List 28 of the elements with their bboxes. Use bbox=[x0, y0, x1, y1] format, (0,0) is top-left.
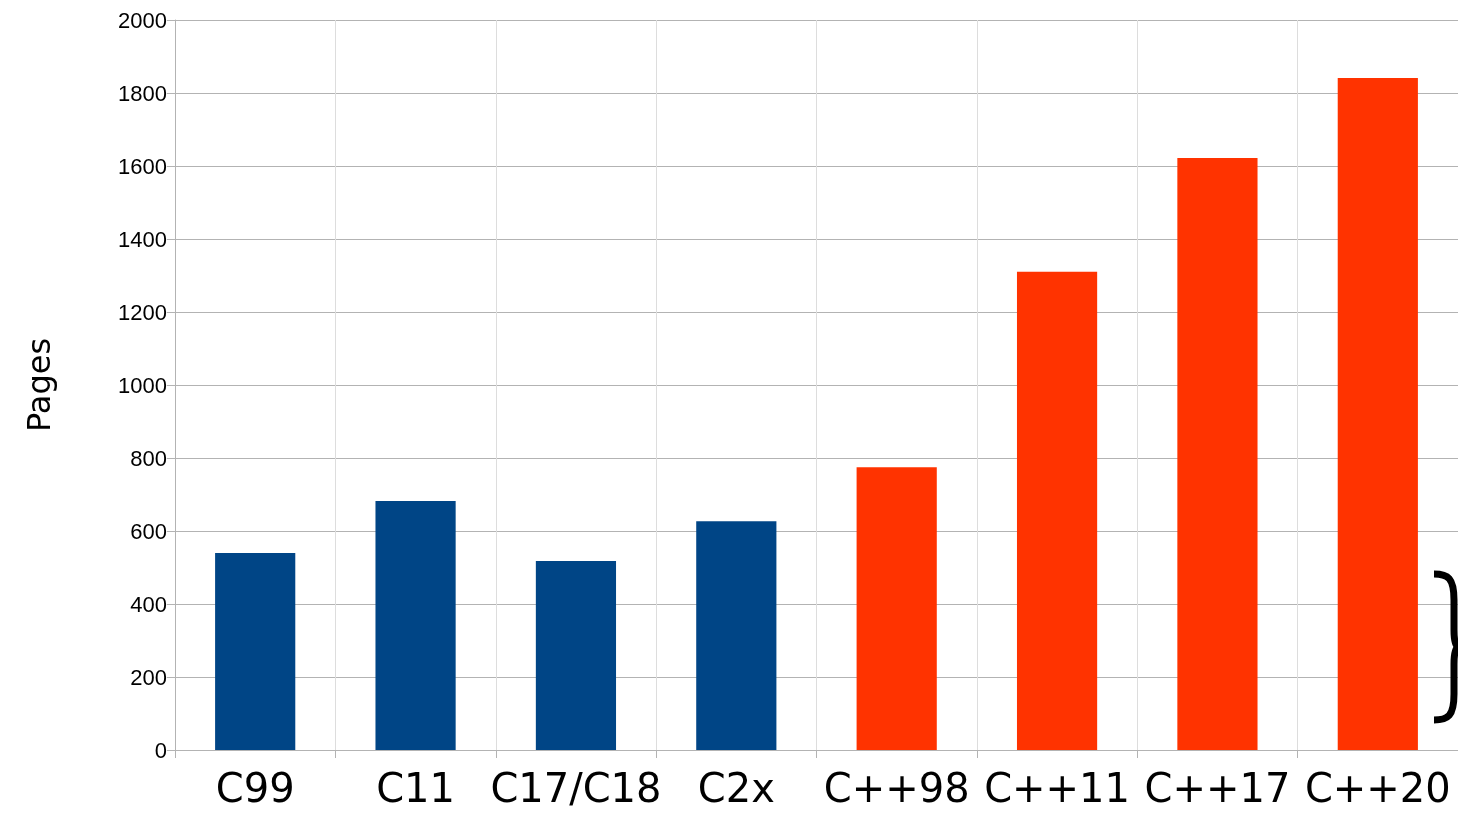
y-tick-label: 2000 bbox=[118, 7, 167, 33]
y-axis-title: Pages bbox=[20, 337, 58, 433]
x-tick-label: C++98 bbox=[823, 765, 970, 811]
y-tick-label: 1200 bbox=[118, 299, 167, 325]
bar bbox=[535, 560, 617, 750]
bar bbox=[1337, 78, 1418, 750]
y-tick-label: 1600 bbox=[118, 153, 167, 179]
y-tick-label: 200 bbox=[130, 664, 167, 690]
x-tick-label: C++17 bbox=[1144, 765, 1291, 811]
x-tick-label: C2x bbox=[697, 765, 775, 811]
y-tick-label: 0 bbox=[154, 737, 167, 763]
bar bbox=[1016, 271, 1098, 750]
y-tick-label: 1800 bbox=[118, 80, 167, 106]
bar bbox=[856, 467, 937, 750]
y-tick-label: 400 bbox=[130, 591, 167, 617]
x-tick-label: C17/C18 bbox=[490, 765, 662, 811]
bar bbox=[215, 552, 296, 750]
x-tick-label: C11 bbox=[376, 765, 455, 811]
y-tick-label: 1000 bbox=[118, 372, 167, 398]
x-tick-label: C99 bbox=[215, 765, 295, 811]
bar bbox=[1177, 157, 1258, 750]
x-tick-label: C++11 bbox=[984, 765, 1130, 811]
bar bbox=[375, 501, 456, 750]
y-tick-label: 800 bbox=[130, 445, 167, 471]
bar bbox=[696, 521, 777, 750]
y-tick-label: 600 bbox=[130, 518, 167, 544]
y-tick-label: 1400 bbox=[118, 226, 167, 252]
x-tick-label: C++20 bbox=[1304, 765, 1451, 811]
